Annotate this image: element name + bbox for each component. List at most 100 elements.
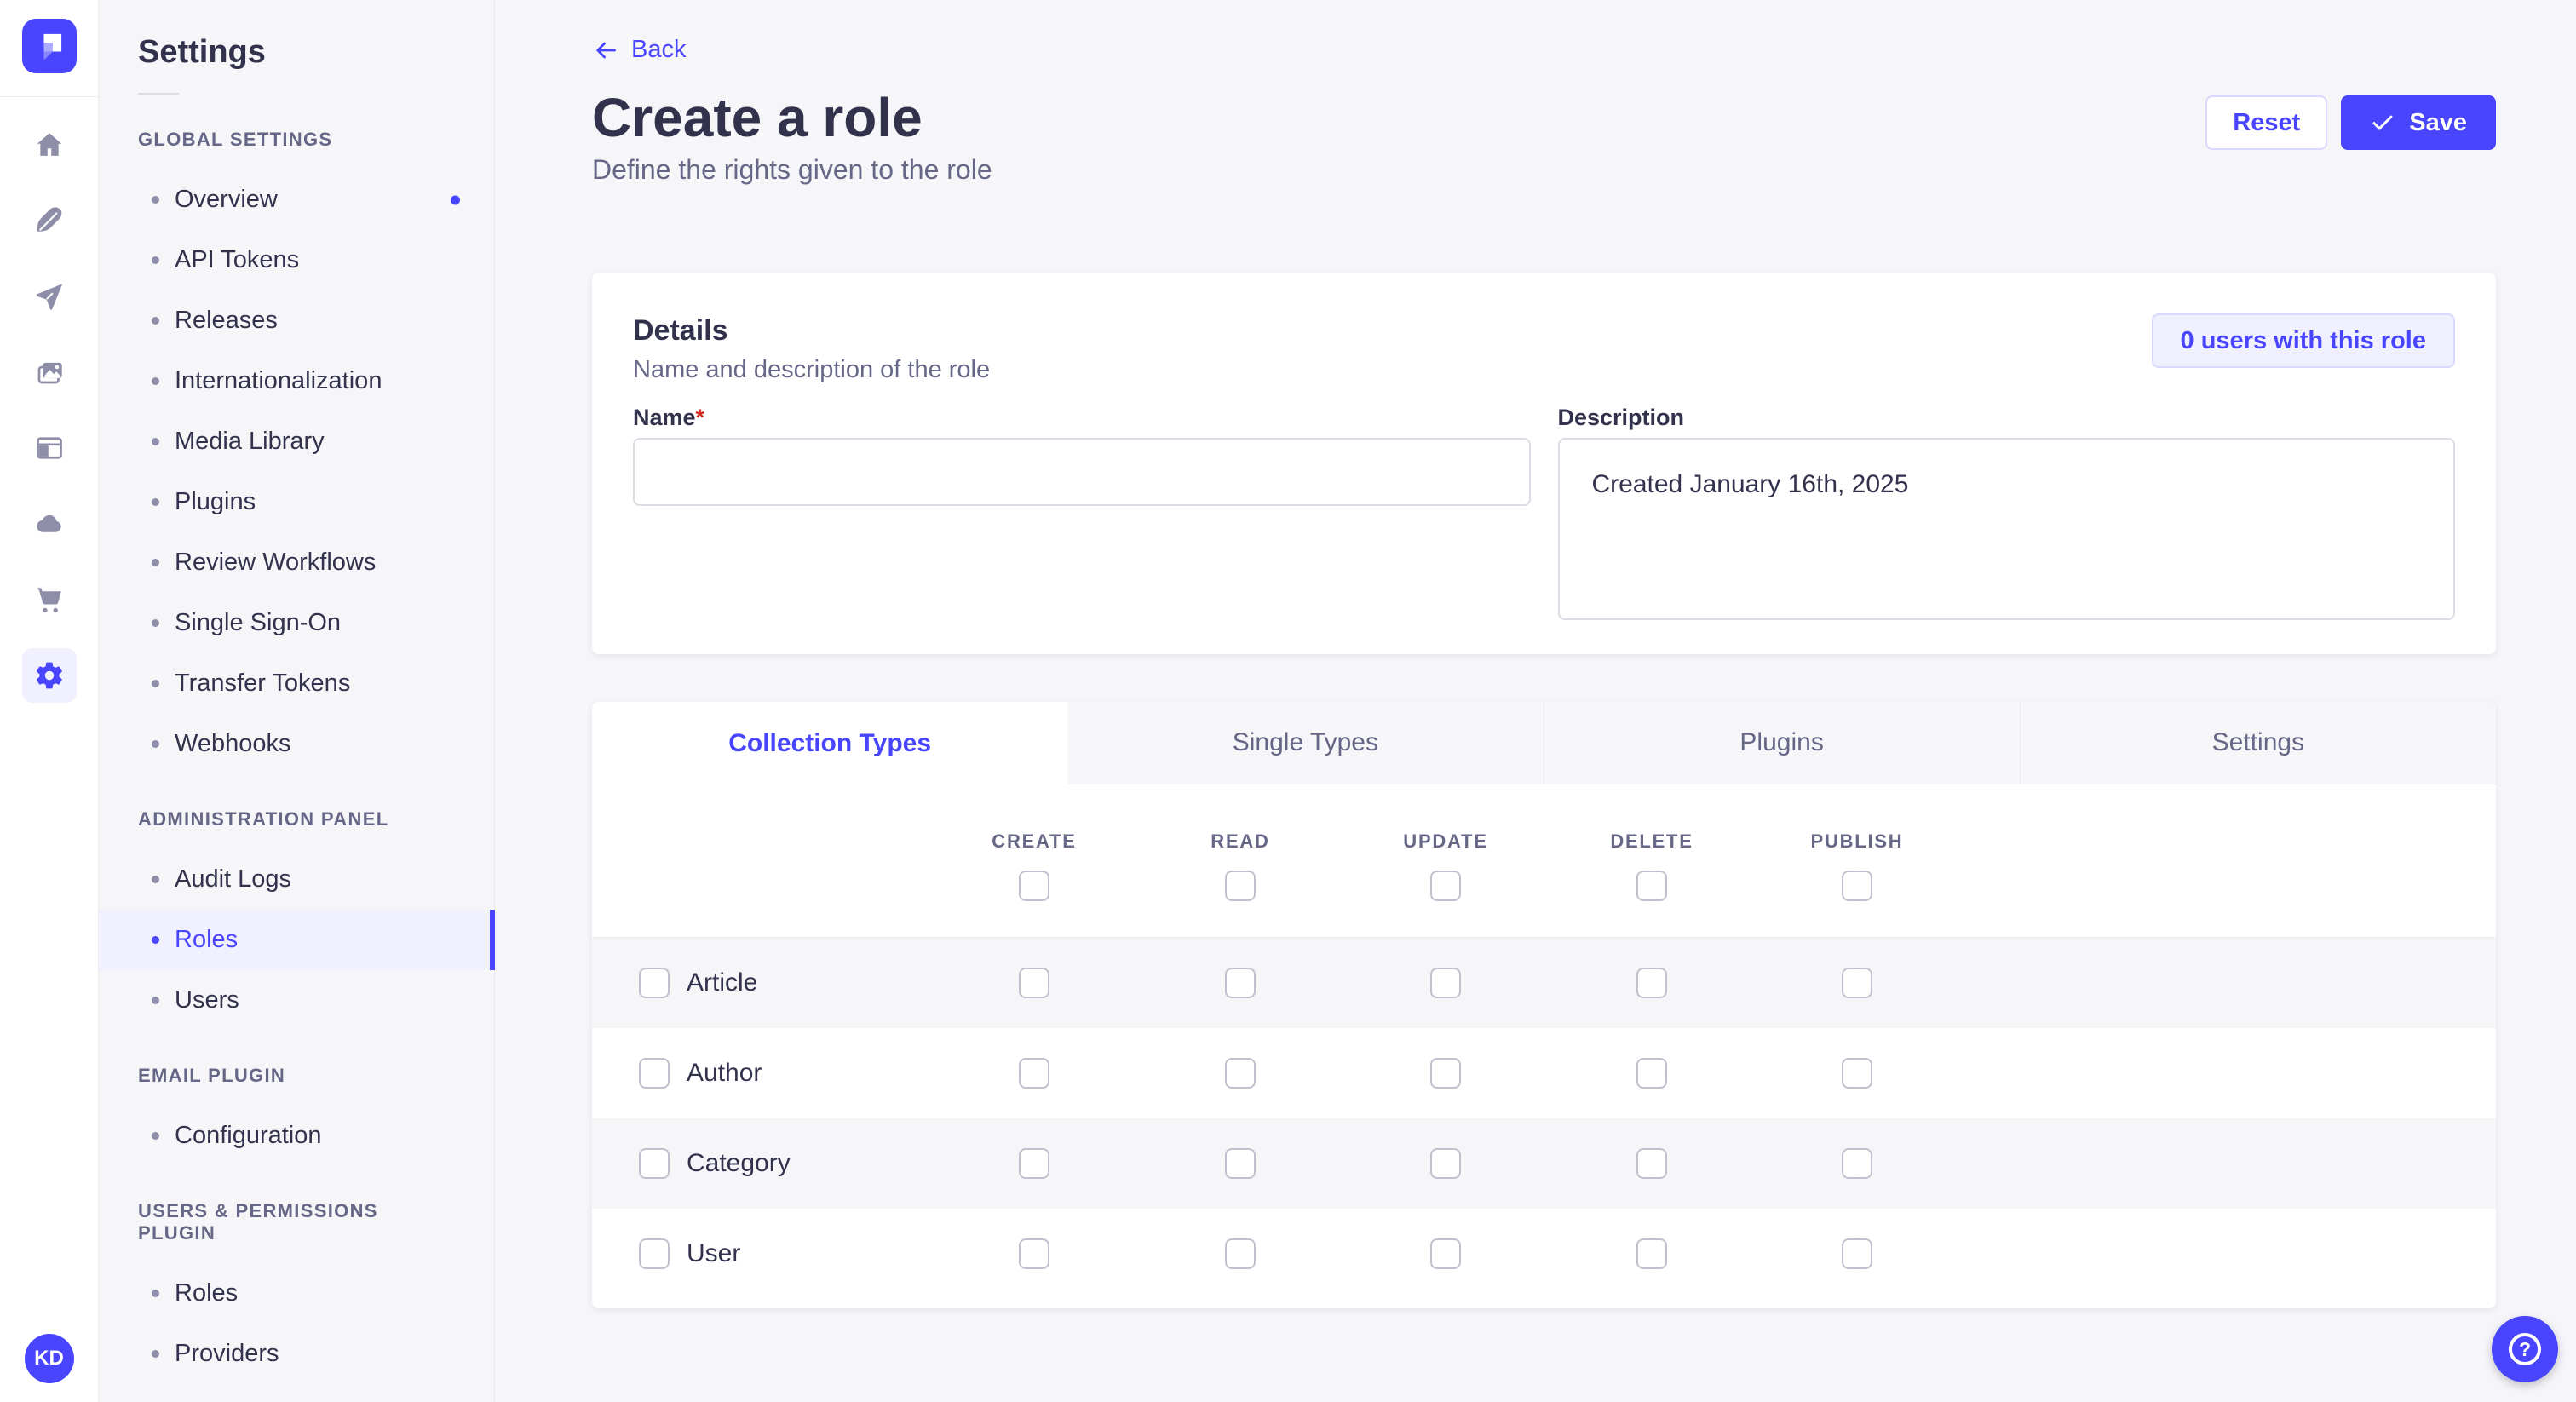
select-all-delete-checkbox[interactable] [1636,871,1667,901]
strapi-logo[interactable] [21,19,77,73]
checkbox-author-read[interactable] [1225,1058,1256,1089]
sidebar-item-transfer-tokens[interactable]: Transfer Tokens [100,653,494,714]
sidebar-item-webhooks[interactable]: Webhooks [100,714,494,774]
sidebar-item-roles-admin[interactable]: Roles [100,910,495,970]
row-select-category-checkbox[interactable] [639,1148,670,1179]
checkbox-article-update[interactable] [1430,968,1461,998]
section-global-settings: GLOBAL SETTINGS [138,129,333,150]
users-with-role-button[interactable]: 0 users with this role [2151,313,2455,368]
help-button[interactable]: ? [2492,1316,2558,1382]
cloud-icon [36,514,61,532]
sidebar-item-overview[interactable]: Overview [100,170,494,230]
settings-button[interactable] [21,648,77,703]
row-select-author-checkbox[interactable] [639,1058,670,1089]
name-label: Name* [633,405,704,430]
sidebar-item-label: Overview [175,186,278,213]
releases-button[interactable] [22,269,77,324]
images-icon [37,362,62,384]
help-icon: ? [2509,1333,2541,1365]
sidebar-item-label: Transfer Tokens [175,669,351,697]
permission-row-article: Article [592,938,2496,1028]
checkbox-article-publish[interactable] [1842,968,1872,998]
sidebar-item-roles-up[interactable]: Roles [100,1263,494,1324]
deploy-button[interactable] [22,497,77,551]
checkbox-user-publish[interactable] [1842,1238,1872,1269]
avatar[interactable]: KD [24,1334,74,1383]
sidebar-item-plugins[interactable]: Plugins [100,472,494,532]
layout-icon [36,437,62,459]
sidebar-item-label: Webhooks [175,730,291,757]
sidebar-title: Settings [138,34,266,70]
checkbox-user-update[interactable] [1430,1238,1461,1269]
checkbox-author-create[interactable] [1019,1058,1049,1089]
select-all-update-checkbox[interactable] [1430,871,1461,901]
sidebar-item-configuration[interactable]: Configuration [100,1106,494,1166]
save-label: Save [2409,108,2467,136]
bullet-icon [152,1290,159,1297]
content-manager-button[interactable] [22,193,77,248]
tab-plugins[interactable]: Plugins [1543,702,2020,784]
row-label: User [687,1239,741,1267]
page-title: Create a role [592,86,923,148]
sidebar-item-media-library[interactable]: Media Library [100,411,494,472]
sidebar-item-label: Providers [175,1340,279,1367]
sidebar-item-single-sign-on[interactable]: Single Sign-On [100,593,494,653]
checkbox-category-delete[interactable] [1636,1148,1667,1179]
sidebar-item-releases[interactable]: Releases [100,290,494,351]
sidebar-item-api-tokens[interactable]: API Tokens [100,230,494,290]
sidebar-item-internationalization[interactable]: Internationalization [100,351,494,411]
sidebar-item-label: Internationalization [175,367,382,394]
checkbox-article-read[interactable] [1225,968,1256,998]
section-users-permissions-plugin: USERS & PERMISSIONS PLUGIN [138,1200,378,1244]
permission-row-category: Category [592,1118,2496,1209]
sidebar-item-label: Review Workflows [175,549,377,576]
back-link[interactable]: Back [592,36,686,64]
checkbox-category-publish[interactable] [1842,1148,1872,1179]
row-select-article-checkbox[interactable] [639,968,670,998]
select-all-create-checkbox[interactable] [1019,871,1049,901]
role-name-input[interactable] [633,438,1531,506]
name-label-text: Name [633,405,696,430]
arrow-left-icon [596,42,616,58]
save-button[interactable]: Save [2341,95,2496,150]
select-all-read-checkbox[interactable] [1225,871,1256,901]
bullet-icon [152,1132,159,1140]
row-select-user-checkbox[interactable] [639,1238,670,1269]
settings-sidebar: Settings GLOBAL SETTINGS Overview API To… [100,0,495,1402]
checkbox-category-create[interactable] [1019,1148,1049,1179]
reset-button[interactable]: Reset [2205,95,2328,150]
checkbox-user-delete[interactable] [1636,1238,1667,1269]
checkbox-category-read[interactable] [1225,1148,1256,1179]
checkbox-article-delete[interactable] [1636,968,1667,998]
sidebar-item-label: Configuration [175,1122,322,1149]
home-button[interactable] [22,118,77,172]
column-header-read: READ [1210,830,1270,852]
checkbox-article-create[interactable] [1019,968,1049,998]
tab-single-types[interactable]: Single Types [1067,702,1544,784]
checkbox-user-create[interactable] [1019,1238,1049,1269]
sidebar-item-label: Single Sign-On [175,609,342,636]
sidebar-item-providers[interactable]: Providers [100,1324,494,1384]
marketplace-button[interactable] [22,572,77,627]
row-label: Author [687,1059,762,1087]
checkbox-user-read[interactable] [1225,1238,1256,1269]
checkbox-author-delete[interactable] [1636,1058,1667,1089]
tab-settings[interactable]: Settings [2019,702,2496,784]
content-type-builder-button[interactable] [22,421,77,475]
sidebar-item-label: Roles [175,1279,239,1307]
checkbox-category-update[interactable] [1430,1148,1461,1179]
checkbox-author-update[interactable] [1430,1058,1461,1089]
sidebar-item-audit-logs[interactable]: Audit Logs [100,849,494,910]
checkbox-author-publish[interactable] [1842,1058,1872,1089]
description-label: Description [1557,405,1685,430]
select-all-publish-checkbox[interactable] [1842,871,1872,901]
bullet-icon [152,559,159,566]
media-library-button[interactable] [22,345,77,399]
tab-collection-types[interactable]: Collection Types [592,702,1068,784]
sidebar-item-users[interactable]: Users [100,970,494,1031]
column-header-delete: DELETE [1610,830,1693,852]
sidebar-item-label: Releases [175,307,278,334]
sidebar-item-review-workflows[interactable]: Review Workflows [100,532,494,593]
column-header-update: UPDATE [1403,830,1488,852]
role-description-textarea[interactable]: Created January 16th, 2025 [1557,438,2455,620]
